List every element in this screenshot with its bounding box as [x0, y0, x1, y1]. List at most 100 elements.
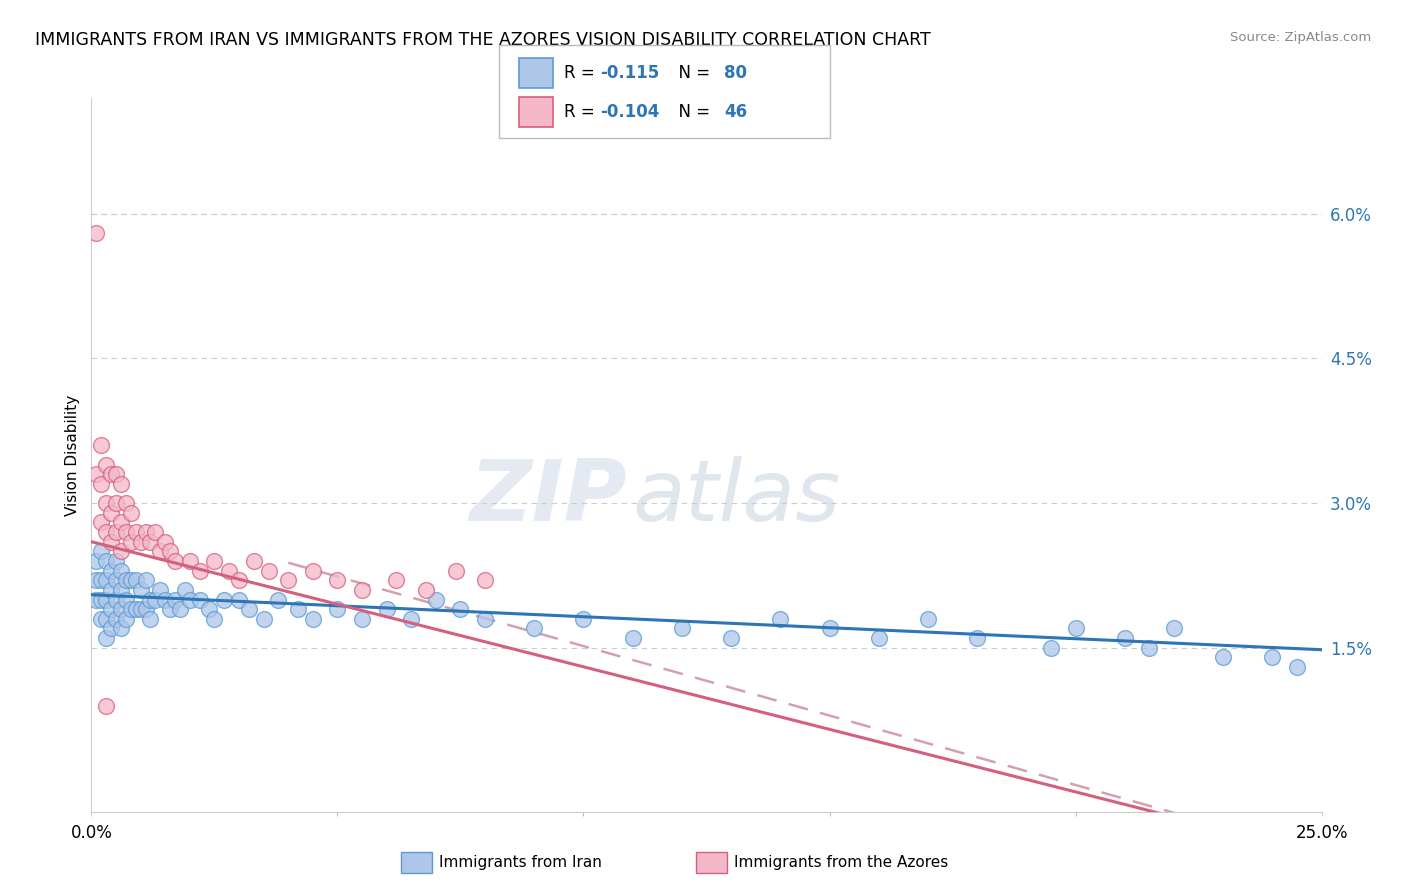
Point [96, 612, 117, 626]
Point [474, 574, 496, 588]
Point [124, 524, 146, 539]
Point [326, 574, 349, 588]
Point [399, 612, 422, 626]
Point [110, 582, 132, 597]
Point [110, 622, 132, 636]
Point [135, 524, 156, 539]
Point [1064, 622, 1087, 636]
Point [96, 698, 117, 713]
Point [139, 534, 162, 549]
Point [159, 544, 181, 558]
Point [1212, 650, 1234, 665]
Point [415, 582, 437, 597]
Point [139, 592, 162, 607]
Point [1285, 660, 1308, 674]
Point [120, 602, 142, 616]
Point [100, 506, 122, 520]
Point [90, 592, 112, 607]
Point [90, 574, 112, 588]
Text: N =: N = [668, 63, 716, 82]
Point [671, 622, 693, 636]
Point [385, 574, 408, 588]
Point [238, 602, 260, 616]
Point [868, 631, 890, 645]
Point [90, 612, 112, 626]
Point [129, 582, 152, 597]
Point [267, 592, 290, 607]
Point [163, 554, 186, 568]
Text: Immigrants from the Azores: Immigrants from the Azores [734, 855, 948, 870]
Point [188, 564, 211, 578]
Point [139, 612, 162, 626]
Point [523, 622, 546, 636]
Point [301, 612, 323, 626]
Point [1114, 631, 1136, 645]
Point [1261, 650, 1284, 665]
Point [572, 612, 595, 626]
Point [120, 534, 142, 549]
Point [352, 582, 374, 597]
Point [212, 592, 235, 607]
Point [96, 592, 117, 607]
Text: ZIP: ZIP [470, 456, 627, 540]
Point [202, 612, 225, 626]
Point [96, 554, 117, 568]
Y-axis label: Vision Disability: Vision Disability [65, 394, 80, 516]
Point [114, 592, 138, 607]
Text: R =: R = [564, 63, 600, 82]
Text: Source: ZipAtlas.com: Source: ZipAtlas.com [1230, 31, 1371, 45]
Text: -0.104: -0.104 [600, 103, 659, 121]
Point [105, 496, 127, 510]
Point [228, 592, 250, 607]
Point [621, 631, 644, 645]
Text: N =: N = [668, 103, 716, 121]
Point [105, 574, 127, 588]
Point [202, 554, 225, 568]
Point [163, 592, 186, 607]
Point [120, 574, 142, 588]
Point [145, 592, 166, 607]
Point [100, 564, 122, 578]
Point [917, 612, 939, 626]
Point [277, 574, 299, 588]
Point [114, 574, 138, 588]
Point [444, 564, 467, 578]
Point [96, 458, 117, 472]
Point [1163, 622, 1185, 636]
Point [326, 602, 349, 616]
Point [110, 602, 132, 616]
Point [114, 496, 138, 510]
Point [114, 524, 138, 539]
Point [129, 534, 152, 549]
Point [90, 438, 112, 452]
Point [375, 602, 398, 616]
Point [86, 592, 108, 607]
Text: -0.115: -0.115 [600, 63, 659, 82]
Point [86, 554, 108, 568]
Point [90, 476, 112, 491]
Point [149, 582, 172, 597]
Point [153, 534, 177, 549]
Point [145, 524, 166, 539]
Point [1039, 640, 1063, 655]
Point [218, 564, 240, 578]
Text: atlas: atlas [633, 456, 841, 540]
Point [96, 631, 117, 645]
Point [105, 554, 127, 568]
Point [114, 612, 138, 626]
Text: 80: 80 [724, 63, 747, 82]
Point [110, 544, 132, 558]
Point [124, 574, 146, 588]
Point [818, 622, 841, 636]
Point [966, 631, 988, 645]
Point [100, 534, 122, 549]
Point [769, 612, 792, 626]
Point [110, 476, 132, 491]
Point [86, 226, 108, 240]
Point [149, 544, 172, 558]
Point [188, 592, 211, 607]
Point [179, 554, 201, 568]
Point [449, 602, 471, 616]
Point [169, 602, 191, 616]
Point [100, 622, 122, 636]
